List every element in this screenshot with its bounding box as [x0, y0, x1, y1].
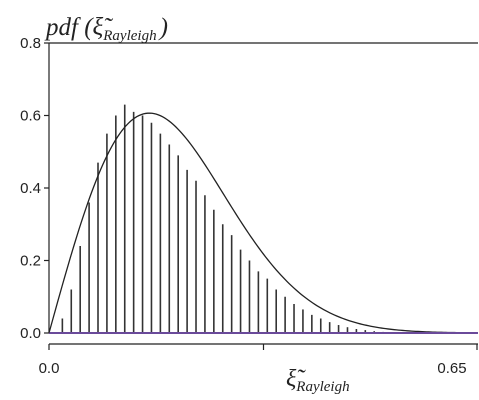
x-tick-label: 0.65	[437, 360, 466, 377]
x-axis-title: ξ̃Rayleigh	[286, 366, 350, 395]
y-axis-title-close: )	[158, 14, 168, 41]
x-axis-title-subscript: Rayleigh	[295, 379, 349, 395]
x-tick-label: 0.0	[39, 360, 60, 377]
y-axis-title-main: pdf (	[44, 14, 94, 41]
y-axis-title-subscript: Rayleigh	[102, 28, 156, 44]
x-axis-ticks: 0.0 0.65	[39, 344, 478, 377]
rayleigh-fit-curve	[48, 112, 479, 334]
y-axis-ticks: 0.0 0.2 0.4 0.6 0.8	[20, 35, 49, 342]
y-tick-label: 0.8	[20, 35, 41, 52]
y-axis-title: pdf (ξ̃Rayleigh)	[44, 14, 168, 44]
histogram-bars	[61, 104, 411, 333]
y-tick-label: 0.4	[20, 180, 41, 197]
y-tick-label: 0.6	[20, 108, 41, 125]
plot-frame	[48, 42, 478, 345]
y-tick-label: 0.0	[20, 325, 41, 342]
y-tick-label: 0.2	[20, 253, 41, 270]
